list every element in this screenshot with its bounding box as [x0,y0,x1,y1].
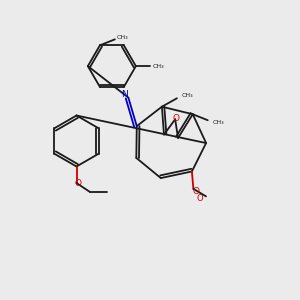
Text: CH₃: CH₃ [152,64,164,69]
Text: O: O [173,114,180,123]
Text: CH₃: CH₃ [182,93,193,98]
Text: O: O [197,194,204,203]
Text: CH₃: CH₃ [117,35,129,40]
Text: N: N [122,90,128,99]
Text: O: O [75,179,82,188]
Text: CH₃: CH₃ [212,119,224,124]
Text: O: O [192,187,199,196]
